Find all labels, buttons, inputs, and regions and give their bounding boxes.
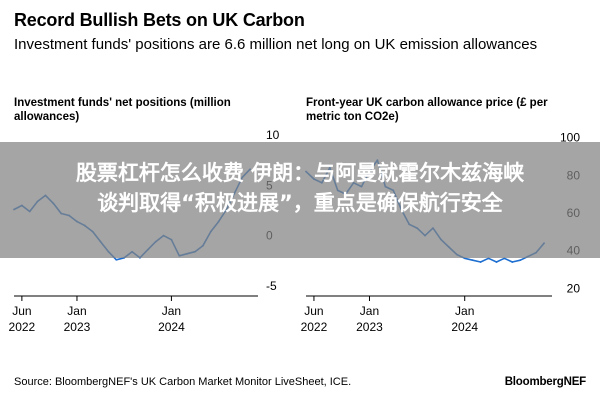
y-tick-label: 100 (560, 131, 580, 145)
x-tick-year-label: 2022 (9, 320, 36, 334)
x-tick-label: Jan (162, 304, 181, 318)
banner-line-1: 股票杠杆怎么收费 伊朗：与阿曼就霍尔木兹海峡 (75, 161, 525, 185)
left-panel-title: Investment funds' net positions (million… (14, 97, 231, 123)
data-point (471, 259, 474, 262)
x-tick-year-label: 2024 (451, 320, 478, 334)
banner-line-2: 谈判取得“积极进展”，重点是确保航行安全 (97, 191, 503, 215)
x-tick-year-label: 2022 (301, 320, 328, 334)
banner-overlay (0, 142, 600, 258)
x-tick-label: Jan (67, 304, 86, 318)
data-point (511, 261, 514, 263)
data-point (519, 259, 522, 262)
x-tick-label: Jun (12, 304, 31, 318)
data-point (495, 261, 498, 263)
chart-subtitle: Investment funds' positions are 6.6 mill… (14, 36, 538, 53)
y-tick-label: -5 (266, 279, 277, 293)
data-point (115, 258, 118, 261)
chart-title: Record Bullish Bets on UK Carbon (14, 10, 305, 30)
data-point (479, 261, 482, 263)
x-tick-year-label: 2024 (158, 320, 185, 334)
x-tick-year-label: 2023 (356, 320, 383, 334)
brand-logo: BloombergNEF (504, 376, 586, 388)
y-tick-label: 10 (266, 128, 280, 142)
x-tick-label: Jan (455, 304, 474, 318)
right-panel-title: Front-year UK carbon allowance price (£ … (306, 97, 548, 123)
x-tick-year-label: 2023 (64, 320, 91, 334)
y-tick-label: 20 (567, 281, 581, 295)
source-note: Source: BloombergNEF's UK Carbon Market … (14, 376, 352, 388)
banner-text: 股票杠杆怎么收费 伊朗：与阿曼就霍尔木兹海峡 谈判取得“积极进展”，重点是确保航… (0, 158, 600, 218)
x-tick-label: Jan (360, 304, 379, 318)
x-tick-label: Jun (304, 304, 323, 318)
